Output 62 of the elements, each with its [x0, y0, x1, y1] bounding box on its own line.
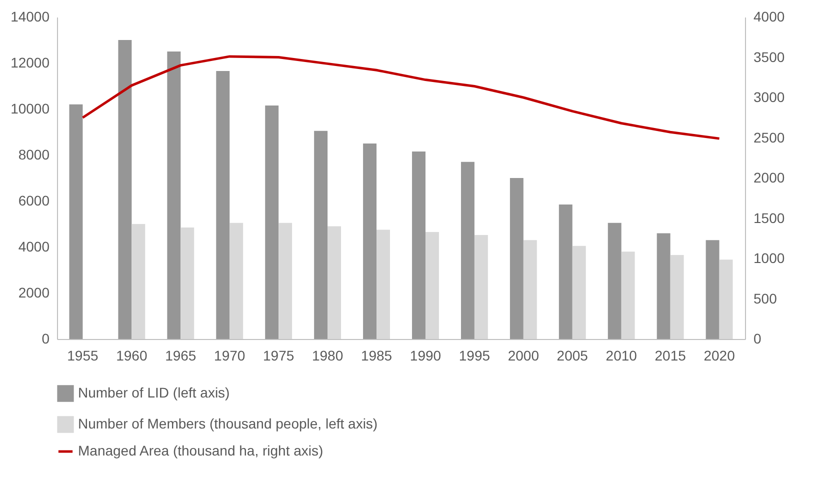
x-tick-label: 1965	[165, 348, 196, 364]
x-tick-label: 1975	[263, 348, 294, 364]
y-tick-label: 2000	[18, 284, 50, 300]
bar	[230, 222, 244, 339]
bar	[460, 162, 474, 339]
bar	[670, 255, 684, 339]
bar	[328, 226, 342, 339]
x-tick-label: 1985	[360, 348, 392, 364]
bar	[314, 130, 328, 339]
y-tick-label: 0	[42, 330, 50, 346]
bar	[376, 230, 390, 339]
y2-tick-label: 4000	[754, 8, 785, 24]
y2-tick-label: 0	[754, 330, 762, 346]
x-tick-label: 2015	[654, 348, 686, 364]
bar	[558, 204, 572, 339]
x-tick-label: 2000	[508, 348, 540, 364]
x-tick-label: 2005	[556, 348, 588, 364]
x-tick-label: 1955	[67, 348, 98, 364]
bar	[278, 222, 292, 339]
y2-tick-label: 2500	[754, 129, 785, 146]
bar	[167, 52, 181, 339]
y2-tick-label: 1500	[754, 210, 785, 226]
bar	[510, 178, 524, 339]
x-tick-label: 1995	[458, 348, 490, 364]
legend-label: Number of LID (left axis)	[78, 384, 230, 400]
x-tick-label: 2020	[704, 348, 736, 364]
y-tick-label: 12000	[10, 54, 50, 70]
y2-tick-label: 500	[754, 290, 778, 306]
bar	[474, 235, 488, 339]
bar	[621, 252, 635, 339]
bar	[572, 246, 586, 339]
x-tick-label: 1990	[410, 348, 442, 364]
bar	[265, 106, 279, 339]
bar	[69, 104, 83, 339]
x-tick-label: 1980	[312, 348, 344, 364]
y2-tick-label: 1000	[754, 250, 785, 266]
bar	[656, 233, 670, 339]
bar	[118, 40, 132, 339]
y2-tick-label: 3500	[754, 48, 785, 65]
bar	[363, 144, 377, 339]
bar	[608, 222, 622, 339]
bar	[180, 227, 194, 339]
y-tick-label: 10000	[10, 100, 50, 116]
x-tick-label: 2010	[606, 348, 638, 364]
bar	[132, 224, 146, 339]
x-tick-label: 1970	[214, 348, 246, 364]
bar	[216, 71, 230, 339]
bar	[706, 240, 720, 339]
y2-tick-label: 3000	[754, 89, 785, 105]
y-tick-label: 6000	[18, 192, 50, 208]
legend-label: Number of Members (thousand people, left axis)	[78, 416, 378, 432]
legend-label: Managed Area (thousand ha, right axis)	[78, 442, 324, 458]
y2-tick-label: 2000	[754, 170, 785, 186]
y-tick-label: 14000	[10, 8, 50, 24]
line-series	[81, 55, 721, 140]
y-tick-label: 8000	[18, 146, 50, 162]
x-tick-label: 1960	[116, 348, 148, 364]
bar	[523, 240, 537, 339]
bar	[425, 232, 439, 339]
bar	[412, 152, 426, 339]
bar	[719, 260, 733, 339]
y-tick-label: 4000	[18, 238, 50, 254]
